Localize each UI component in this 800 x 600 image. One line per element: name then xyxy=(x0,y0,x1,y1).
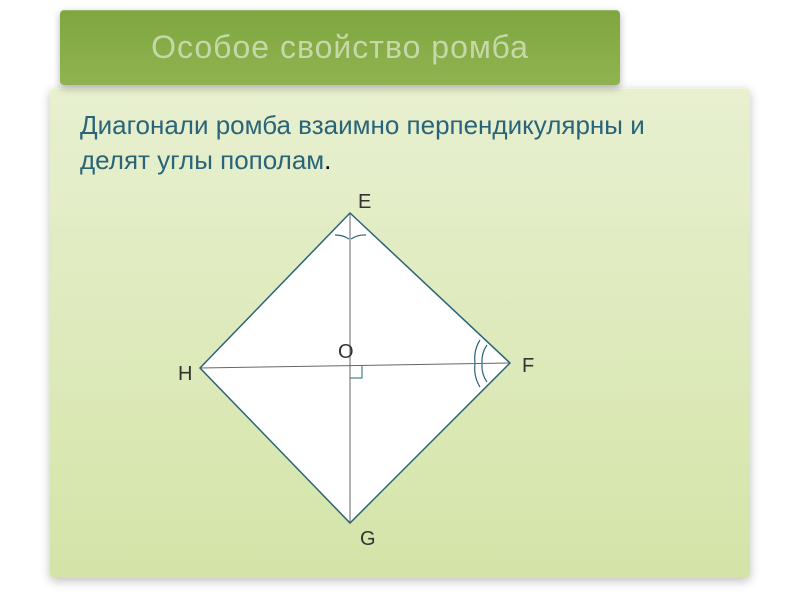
content-box: Диагонали ромба взаимно перпендикулярны … xyxy=(50,88,750,578)
title-text: Особое свойство ромба xyxy=(151,29,529,66)
rhombus-shape xyxy=(200,213,510,523)
diagram-area: E F G H O xyxy=(80,193,720,553)
label-h: H xyxy=(178,363,192,386)
description-period: . xyxy=(324,145,331,175)
label-e: E xyxy=(358,191,371,214)
label-o: O xyxy=(338,341,354,364)
title-box: Особое свойство ромба xyxy=(60,10,620,85)
rhombus-diagram xyxy=(160,183,540,553)
description-text: Диагонали ромба взаимно перпендикулярны … xyxy=(80,108,720,178)
label-g: G xyxy=(360,528,376,551)
description-main: Диагонали ромба взаимно перпендикулярны … xyxy=(80,110,645,175)
slide: Особое свойство ромба Диагонали ромба вз… xyxy=(0,0,800,600)
label-f: F xyxy=(522,355,534,378)
